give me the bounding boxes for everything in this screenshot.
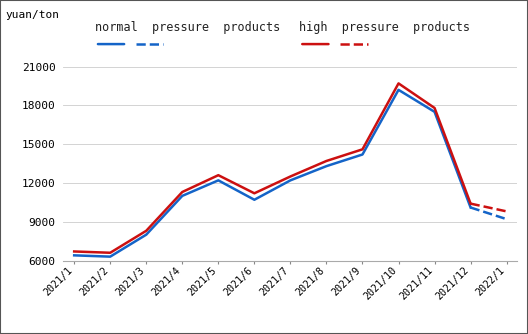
Text: normal  pressure  products: normal pressure products (95, 21, 280, 34)
Text: high  pressure  products: high pressure products (299, 21, 470, 34)
Text: yuan/ton: yuan/ton (5, 10, 59, 20)
